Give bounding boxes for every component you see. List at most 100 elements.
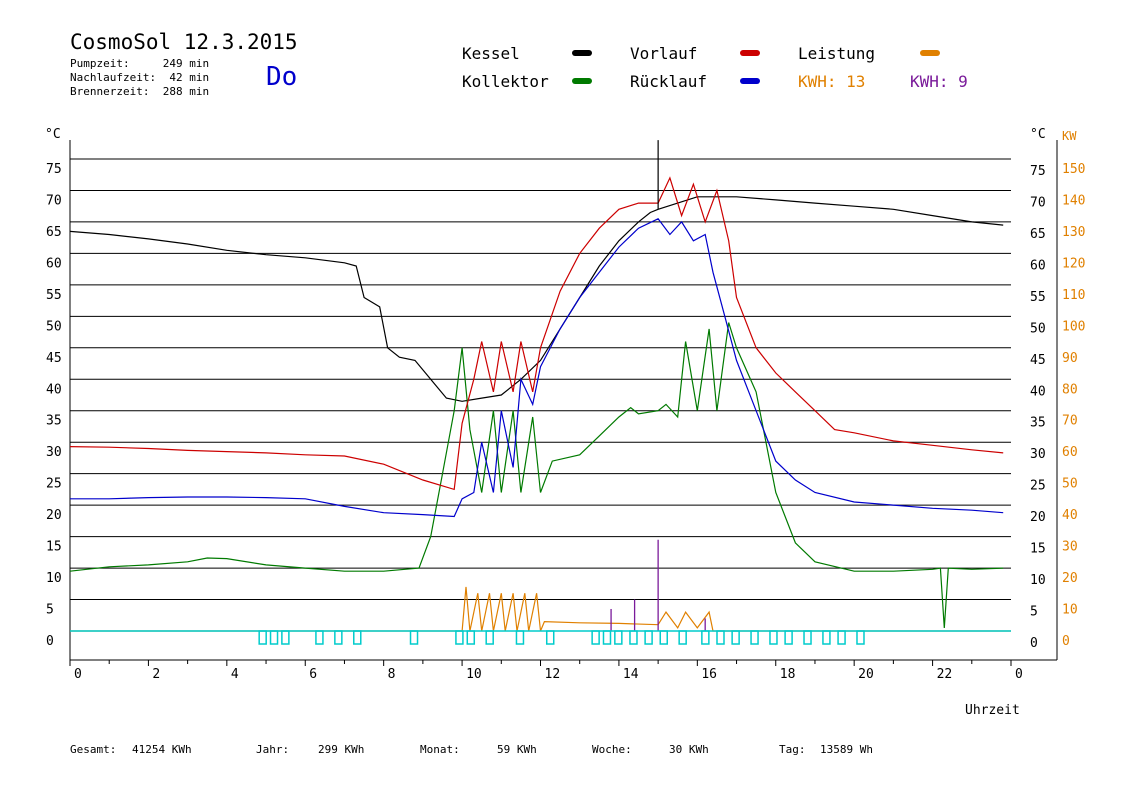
y2-tick-120: 120 [1062, 256, 1085, 271]
y-tick-right-15: 15 [1030, 542, 1046, 557]
y-tick-left-40: 40 [46, 382, 62, 397]
status-box-14 [614, 630, 623, 645]
status-box-12 [591, 630, 600, 645]
series-line-3 [70, 218, 1004, 518]
y-tick-right-65: 65 [1030, 227, 1046, 242]
footer-monat-value: 59 KWh [497, 743, 537, 756]
y-tick-right-75: 75 [1030, 164, 1046, 179]
y-tick-left-25: 25 [46, 477, 62, 492]
y-tick-left-35: 35 [46, 414, 62, 429]
status-box-13 [602, 630, 612, 645]
footer-woche-value: 30 KWh [669, 743, 709, 756]
status-box-26 [822, 630, 831, 645]
legend-kessel-swatch [572, 50, 592, 56]
legend-kwh-9: KWH: 9 [910, 72, 968, 91]
x-tick-10: 20 [858, 667, 874, 682]
x-tick-8: 16 [701, 667, 717, 682]
status-box-19 [701, 630, 710, 645]
status-box-7 [455, 630, 464, 645]
y2-tick-130: 130 [1062, 225, 1085, 240]
y-tick-left-20: 20 [46, 508, 62, 523]
y2-tick-30: 30 [1062, 540, 1078, 555]
y-tick-right-25: 25 [1030, 479, 1046, 494]
x-tick-1: 2 [152, 667, 160, 682]
footer-gesamt-label: Gesamt: [70, 743, 117, 756]
series-line-2 [69, 176, 1004, 491]
y-tick-left-45: 45 [46, 351, 62, 366]
status-box-5 [353, 630, 362, 645]
y-axis-label-right-kw: KW [1062, 129, 1077, 143]
nachlaufzeit-text: Nachlaufzeit: 42 min [70, 71, 210, 84]
y-tick-right-5: 5 [1030, 605, 1038, 620]
series-line-1 [69, 322, 1004, 628]
status-box-3 [315, 630, 324, 645]
status-box-8 [466, 630, 476, 645]
status-box-25 [803, 630, 812, 645]
chart-title: CosmoSol 12.3.2015 [70, 30, 298, 54]
y-tick-right-20: 20 [1030, 510, 1046, 525]
y-tick-left-70: 70 [46, 193, 62, 208]
status-box-1 [269, 630, 279, 645]
y-tick-right-10: 10 [1030, 573, 1046, 588]
y-tick-left-75: 75 [46, 162, 62, 177]
footer-tag-label: Tag: [779, 743, 806, 756]
y-tick-right-40: 40 [1030, 384, 1046, 399]
legend-vorlauf: Vorlauf [630, 44, 698, 63]
y-tick-right-70: 70 [1030, 195, 1046, 210]
x-tick-5: 10 [466, 667, 482, 682]
x-tick-6: 12 [545, 667, 561, 682]
footer-tag-value: 13589 Wh [820, 743, 873, 756]
legend-ruecklauf-swatch [740, 78, 760, 84]
y2-tick-100: 100 [1062, 319, 1085, 334]
y2-tick-110: 110 [1062, 288, 1085, 303]
footer-jahr-label: Jahr: [256, 743, 290, 756]
chart-series [69, 140, 1011, 632]
legend-ruecklauf: Rücklauf [630, 72, 708, 91]
legend-kessel: Kessel [462, 44, 520, 63]
weekday-label: Do [266, 62, 298, 92]
y-tick-right-45: 45 [1030, 353, 1046, 368]
footer-woche-label: Woche: [592, 743, 632, 756]
y2-tick-10: 10 [1062, 603, 1078, 618]
pumpzeit-text: Pumpzeit: 249 min [70, 57, 210, 70]
status-box-17 [659, 630, 668, 645]
y-tick-left-15: 15 [46, 540, 62, 555]
y-tick-left-0: 0 [46, 634, 54, 649]
x-tick-4: 8 [388, 667, 396, 682]
status-box-16 [644, 630, 653, 645]
y2-tick-60: 60 [1062, 445, 1078, 460]
series-line-4 [70, 586, 1011, 632]
y-tick-left-50: 50 [46, 319, 62, 334]
legend-kwh-13: KWH: 13 [798, 72, 866, 91]
chart-grid [70, 158, 1011, 601]
y-tick-left-30: 30 [46, 445, 62, 460]
legend-kollektor: Kollektor [462, 72, 549, 91]
status-box-18 [678, 630, 687, 645]
status-box-27 [837, 630, 846, 645]
status-box-15 [629, 630, 638, 645]
status-box-24 [784, 630, 793, 645]
x-tick-7: 14 [623, 667, 639, 682]
y-tick-left-10: 10 [46, 571, 62, 586]
y-tick-right-0: 0 [1030, 636, 1038, 651]
x-tick-9: 18 [780, 667, 796, 682]
footer-monat-label: Monat: [420, 743, 460, 756]
y2-tick-140: 140 [1062, 193, 1085, 208]
y-axis-label-right-celsius: °C [1030, 127, 1046, 142]
status-box-22 [750, 630, 759, 645]
y-tick-right-50: 50 [1030, 321, 1046, 336]
legend-kollektor-swatch [572, 78, 592, 84]
x-tick-12: 0 [1015, 667, 1023, 682]
y2-tick-20: 20 [1062, 571, 1078, 586]
x-tick-3: 6 [309, 667, 317, 682]
status-box-11 [545, 630, 555, 645]
status-box-23 [769, 630, 778, 645]
status-box-6 [409, 630, 419, 645]
y-tick-left-5: 5 [46, 603, 54, 618]
chart-axes [69, 140, 1058, 666]
x-tick-2: 4 [231, 667, 239, 682]
y-tick-right-35: 35 [1030, 416, 1046, 431]
y2-tick-50: 50 [1062, 477, 1078, 492]
y2-tick-40: 40 [1062, 508, 1078, 523]
